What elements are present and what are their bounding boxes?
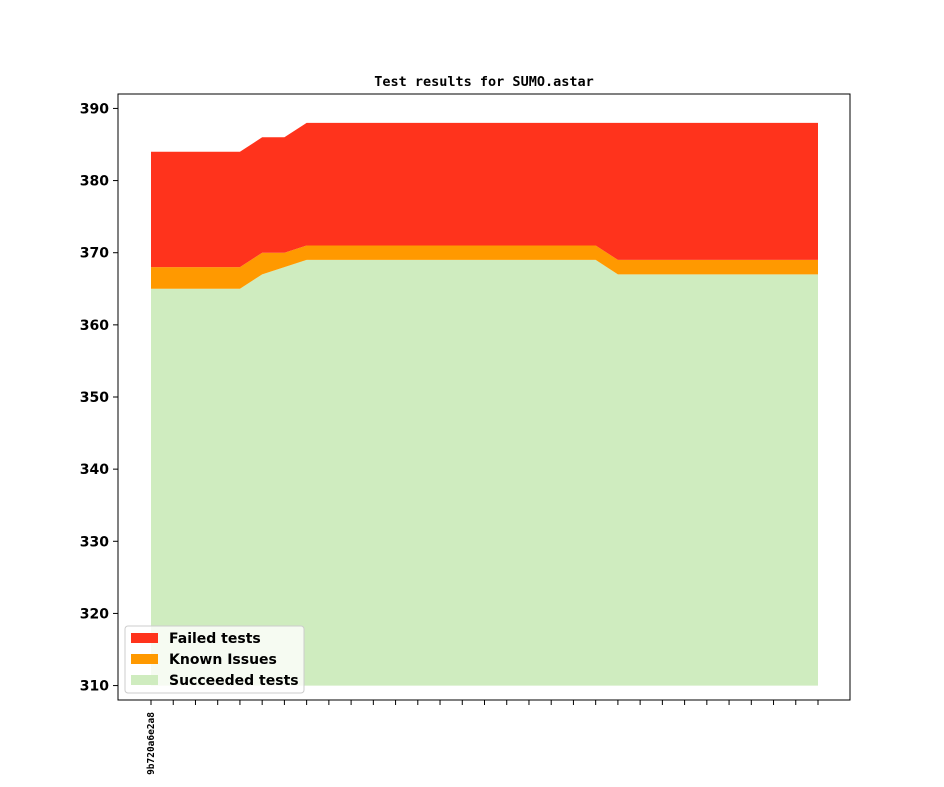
succeeded-tests-area xyxy=(151,259,818,686)
x-axis: 9b720a6e2a8 xyxy=(146,700,819,775)
legend-label: Failed tests xyxy=(169,631,261,647)
chart-title: Test results for SUMO.astar xyxy=(374,74,593,90)
y-tick-label: 370 xyxy=(80,246,109,262)
legend-swatch xyxy=(131,675,158,685)
y-tick-label: 350 xyxy=(80,390,109,406)
legend-swatch xyxy=(131,654,158,664)
y-tick-label: 380 xyxy=(80,174,109,190)
y-tick-label: 390 xyxy=(80,101,109,117)
legend-swatch xyxy=(131,633,158,643)
known-issues-area xyxy=(151,245,818,289)
legend-box xyxy=(124,625,305,694)
y-tick-label: 330 xyxy=(80,534,109,550)
y-tick-label: 360 xyxy=(80,318,109,334)
x-tick-label: 9b720a6e2a8 xyxy=(146,712,157,775)
y-tick-label: 310 xyxy=(80,679,109,695)
y-tick-label: 320 xyxy=(80,606,109,622)
y-tick-label: 340 xyxy=(80,462,109,478)
legend-label: Succeeded tests xyxy=(169,673,299,689)
legend: Failed tests Known Issues Succeeded tests xyxy=(124,625,305,694)
failed-tests-area xyxy=(151,122,818,268)
areas-layer xyxy=(151,122,818,686)
y-axis: 310 320 330 340 350 360 370 380 390 xyxy=(80,101,118,695)
legend-label: Known Issues xyxy=(169,652,277,668)
